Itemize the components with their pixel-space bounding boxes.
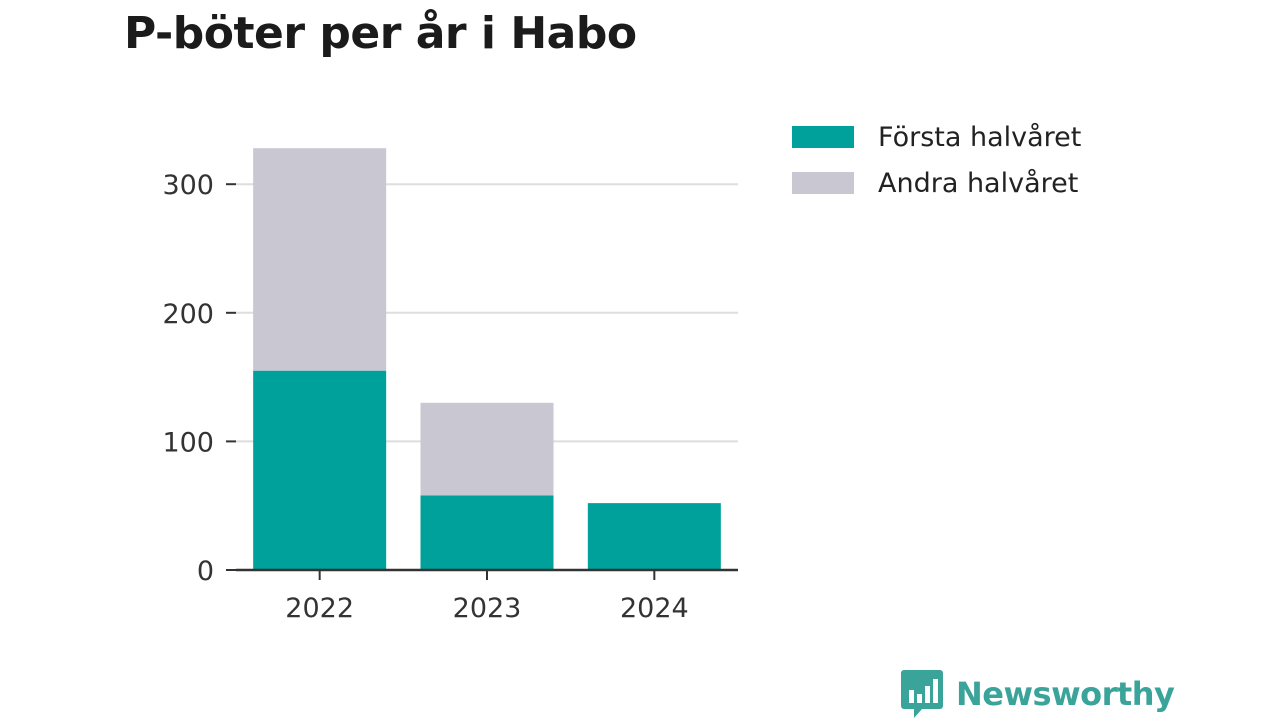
x-tick-label: 2024 [620,593,689,624]
bar-2022-first-half [253,370,387,570]
legend: Första halvåret Andra halvåret [792,114,1081,206]
y-tick-label: 300 [162,170,214,201]
y-tick-label: 0 [197,556,214,587]
x-tick-label: 2023 [453,593,522,624]
bar-2024-first-half [587,503,721,570]
legend-swatch-second-half [792,172,854,194]
y-tick-label: 200 [162,299,214,330]
bar-chart-speech-bubble-icon [901,670,943,718]
bar-2023-second-half [420,402,554,496]
legend-swatch-first-half [792,126,854,148]
bar-2022-second-half [253,148,387,371]
legend-item-first-half: Första halvåret [792,114,1081,160]
newsworthy-logo: Newsworthy [900,668,1175,720]
brand-name: Newsworthy [956,675,1175,713]
chart-title: P-böter per år i Habo [124,8,637,59]
legend-item-second-half: Andra halvåret [792,160,1081,206]
legend-label-first-half: Första halvåret [878,121,1082,153]
x-tick-label: 2022 [285,593,354,624]
y-tick-label: 100 [162,427,214,458]
bar-2023-first-half [420,495,554,570]
legend-label-second-half: Andra halvåret [878,167,1079,199]
